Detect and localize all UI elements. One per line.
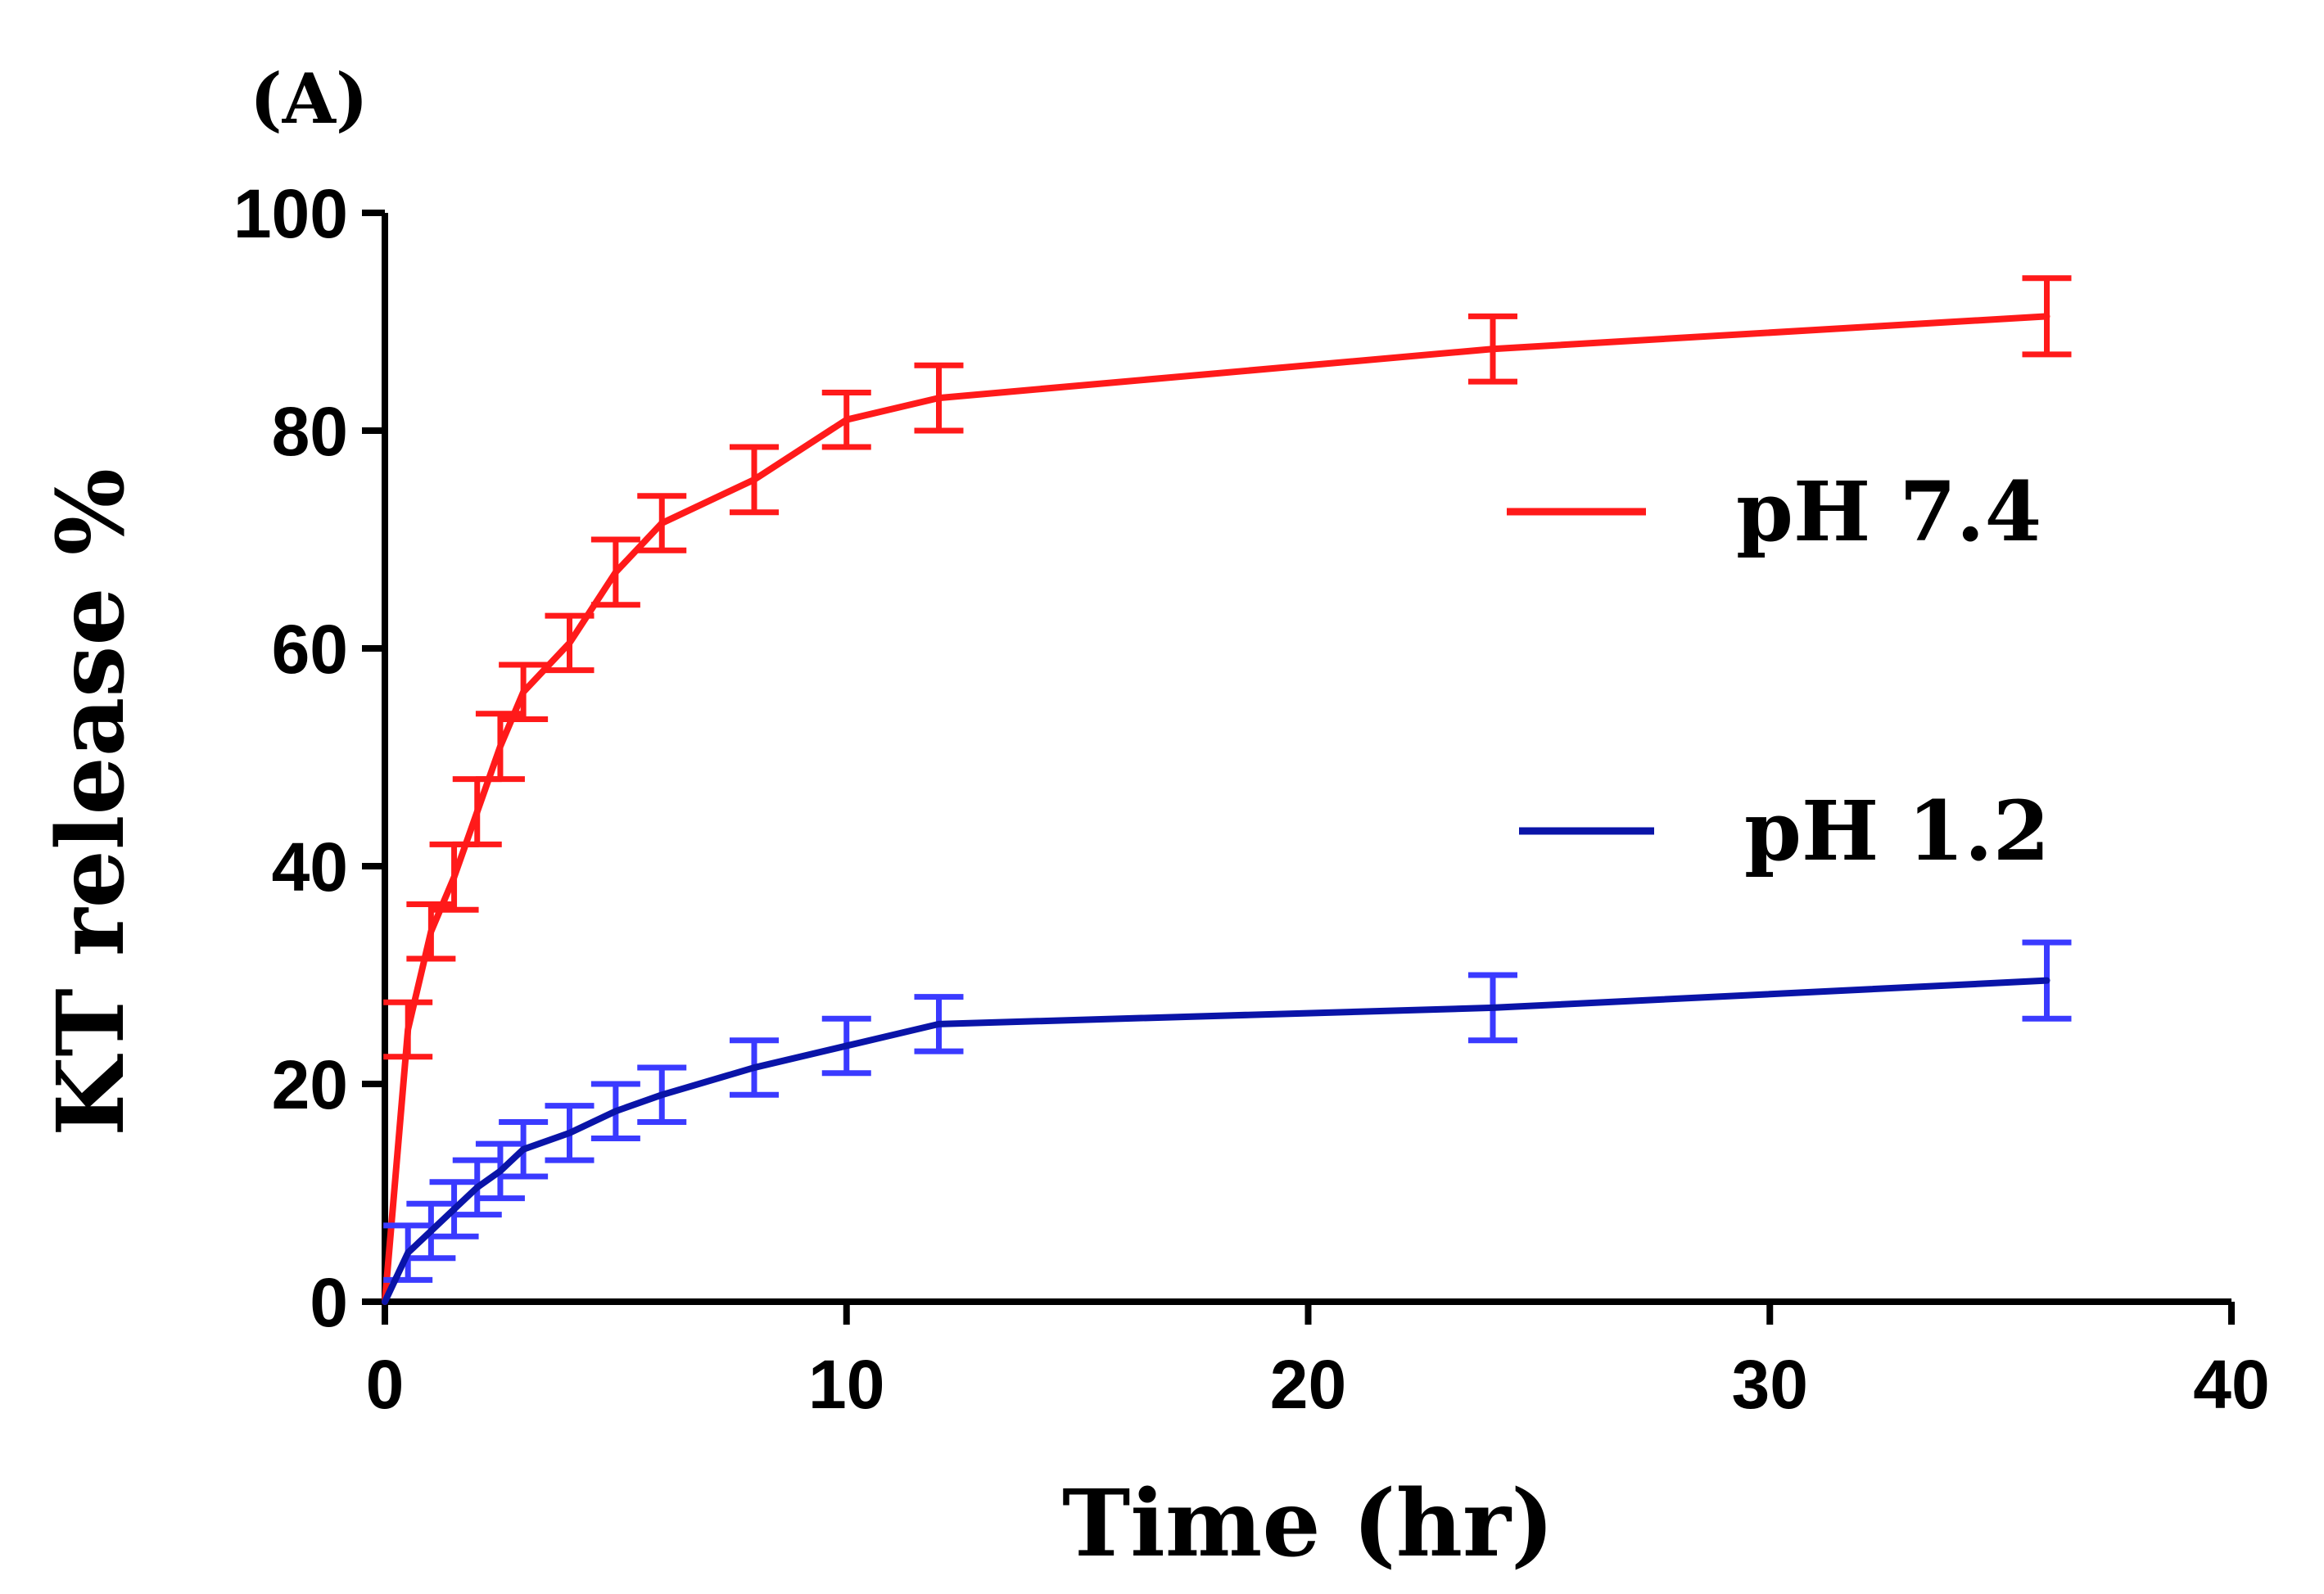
y-tick-label: 40 [272, 829, 348, 905]
y-axis-title: KT release % [38, 468, 145, 1136]
x-tick-label: 10 [808, 1346, 884, 1423]
x-tick-label: 20 [1270, 1346, 1346, 1423]
series-line [382, 977, 2050, 1305]
y-tick-label: 20 [272, 1046, 348, 1123]
series-1 [382, 939, 2072, 1305]
x-tick-label: 40 [2193, 1346, 2269, 1423]
series-layer [382, 275, 2072, 1305]
y-tick-label: 100 [233, 175, 348, 252]
panel-label: (A) [250, 58, 368, 139]
legend-label: pH 7.4 [1736, 463, 2041, 560]
x-tick-label: 0 [366, 1346, 405, 1423]
legend: pH 7.4 pH 1.2 [1507, 463, 2050, 879]
legend-item: pH 1.2 [1519, 783, 2050, 879]
legend-item: pH 7.4 [1507, 463, 2041, 560]
y-tick-label: 0 [310, 1264, 348, 1341]
y-tick-label: 80 [272, 393, 348, 470]
legend-label: pH 1.2 [1744, 783, 2050, 879]
x-axis-title: Time (hr) [1062, 1470, 1554, 1578]
x-tick-label: 30 [1732, 1346, 1808, 1423]
series-0 [382, 275, 2072, 1305]
tick-labels: 0 20 40 60 80 100 0 10 20 30 40 [233, 175, 2270, 1423]
axes [362, 210, 2235, 1325]
series-line [382, 313, 2050, 1305]
y-tick-label: 60 [272, 611, 348, 688]
